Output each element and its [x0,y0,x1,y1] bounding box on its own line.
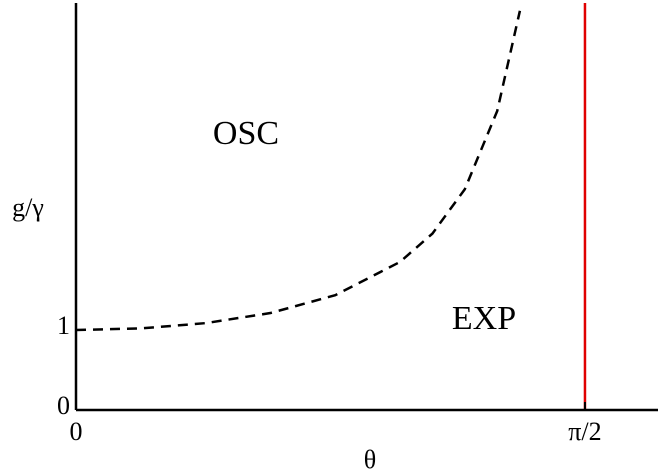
x-tick-label: 0 [70,417,83,446]
x-tick-label: π/2 [568,417,601,446]
y-axis-label: g/γ [12,193,44,222]
y-tick-label: 0 [57,391,70,420]
y-tick-label: 1 [57,311,70,340]
x-axis-label: θ [364,445,376,474]
boundary-curve [75,10,522,332]
region-label: OSC [213,115,279,152]
region-label: EXP [452,300,516,337]
